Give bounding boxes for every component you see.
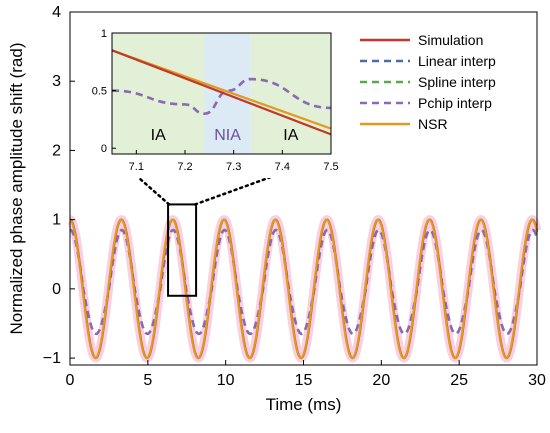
y-axis-label: Normalized phase amplitude shift (rad): [7, 43, 26, 335]
legend-label-4: NSR: [418, 116, 448, 132]
x-tick-label-5: 25: [450, 372, 468, 389]
zoom-connector-right: [193, 154, 331, 206]
x-tick-label-4: 20: [372, 372, 390, 389]
legend-label-3: Pchip interp: [418, 95, 492, 111]
inset-series: [111, 49, 332, 136]
line-nsr: [69, 218, 539, 360]
y-tick-label-2: 1: [52, 212, 61, 229]
inset-x-tick-label-4: 7.5: [323, 161, 338, 173]
inset-region-label-0: IA: [151, 127, 166, 144]
inset-line-pchip-interp: [111, 77, 332, 115]
x-axis-label: Time (ms): [266, 395, 342, 414]
inset-regions: IA NIA IA: [112, 33, 331, 154]
inset-x-ticks: 7.1 7.2 7.3 7.4 7.5: [129, 150, 339, 173]
x-tick-label-3: 15: [295, 372, 313, 389]
inset-region-0: [112, 33, 205, 154]
inset-x-tick-label-1: 7.2: [177, 161, 192, 173]
inset-y-tick-label-2: 1: [101, 28, 107, 40]
y-tick-label-5: 4: [52, 4, 61, 21]
x-tick-label-1: 5: [143, 372, 152, 389]
inset-y-tick-label-1: 0.5: [92, 86, 107, 98]
y-tick-label-0: −1: [43, 350, 61, 367]
inset-x-tick-label-2: 7.3: [226, 161, 241, 173]
x-tick-label-0: 0: [66, 372, 75, 389]
main-series: [69, 218, 539, 360]
legend-label-2: Spline interp: [418, 74, 496, 90]
inset-x-tick-label-0: 7.1: [129, 161, 144, 173]
inset-line-simulation: [111, 49, 332, 136]
y-tick-label-4: 3: [52, 73, 61, 90]
inset-region-label-1: NIA: [214, 127, 241, 144]
y-axis-ticks: −1 0 1 2 3 4: [43, 4, 75, 367]
inset-frame: [111, 32, 332, 155]
inset-plot: IA NIA IA 7.1 7.2 7.3 7.4 7.5 00.51: [80, 25, 341, 178]
inset-region-1: [204, 33, 251, 154]
legend-background: [354, 28, 530, 137]
inset-region-label-2: IA: [283, 127, 298, 144]
legend: Simulation Linear interp Spline interp Pchi…: [354, 28, 530, 137]
inset-y-ticks: 00.51: [92, 28, 116, 155]
legend-label-1: Linear interp: [418, 53, 496, 69]
y-tick-label-3: 2: [52, 142, 61, 159]
legend-label-0: Simulation: [418, 32, 483, 48]
x-axis-ticks: 0 5 10 15 20 25 30: [66, 360, 546, 389]
inset-region-2: [250, 33, 331, 154]
inset-y-tick-label-0: 0: [101, 143, 107, 155]
line-pchip-interp: [69, 228, 539, 336]
zoom-box: [167, 203, 198, 297]
y-tick-label-1: 0: [52, 281, 61, 298]
inset-x-tick-label-3: 7.4: [275, 161, 290, 173]
x-tick-label-6: 30: [528, 372, 546, 389]
x-tick-label-2: 10: [217, 372, 235, 389]
